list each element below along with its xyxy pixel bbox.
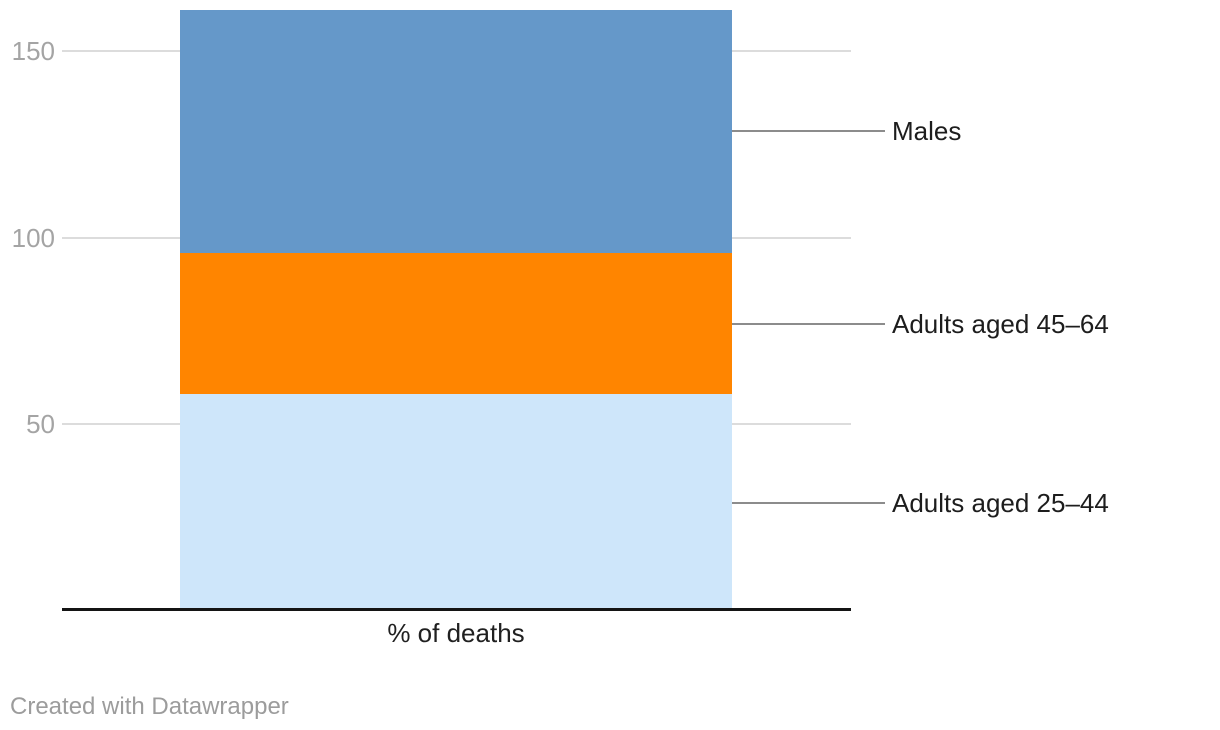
- y-tick-label-100: 100: [11, 222, 55, 253]
- legend-label-males: Males: [892, 116, 962, 147]
- legend-label-adults-aged-25-44: Adults aged 25–44: [892, 487, 1109, 518]
- x-axis-title: % of deaths: [387, 618, 525, 648]
- bar-segment-adults-aged-25-44: [180, 394, 732, 611]
- legend-connector-adults-aged-45-64: [732, 322, 885, 325]
- x-axis-line: [62, 608, 851, 611]
- legend-connector-males: [732, 130, 885, 133]
- datawrapper-credit: Created with Datawrapper: [10, 693, 289, 720]
- bar-segment-adults-aged-45-64: [180, 252, 732, 395]
- bar-segment-males: [180, 9, 732, 253]
- legend-label-adults-aged-45-64: Adults aged 45–64: [892, 308, 1109, 339]
- legend-connector-adults-aged-25-44: [732, 501, 885, 504]
- y-tick-label-50: 50: [26, 409, 55, 440]
- y-tick-label-150: 150: [11, 35, 55, 66]
